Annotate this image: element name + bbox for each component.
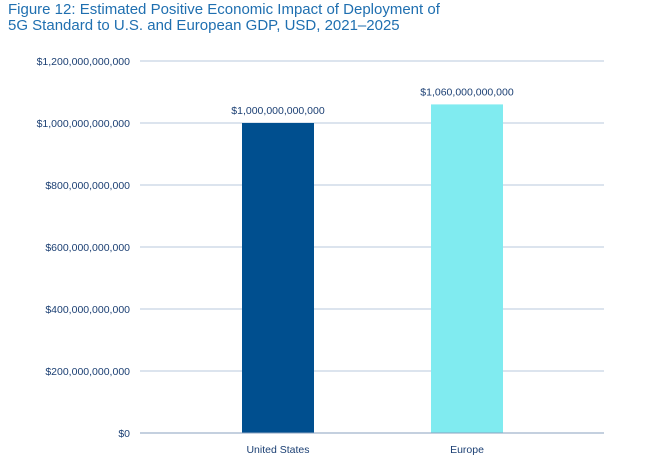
y-axis-tick-labels: $0 $200,000,000,000 $400,000,000,000 $600,0… [37, 56, 131, 440]
x-axis-category-labels: United States Europe [246, 444, 484, 456]
gridlines [140, 60, 604, 372]
y-tick-label: $1,000,000,000,000 [37, 118, 131, 130]
bar [242, 123, 314, 433]
chart-title-line-2: 5G Standard to U.S. and European GDP, US… [8, 17, 400, 34]
chart-title: Figure 12: Estimated Positive Economic I… [8, 2, 628, 34]
y-tick-label: $200,000,000,000 [45, 366, 130, 378]
data-label: $1,000,000,000,000 [231, 105, 325, 117]
bar [431, 104, 503, 434]
x-category-label: United States [246, 444, 309, 456]
chart-title-line-1: Figure 12: Estimated Positive Economic I… [8, 1, 440, 18]
bars [242, 104, 503, 434]
x-category-label: Europe [450, 444, 484, 456]
y-tick-label: $1,200,000,000,000 [37, 56, 131, 68]
data-labels: $1,000,000,000,000 $1,060,000,000,000 [231, 86, 514, 117]
y-tick-label: $800,000,000,000 [45, 180, 130, 192]
y-tick-label: $400,000,000,000 [45, 304, 130, 316]
y-tick-label: $0 [118, 428, 130, 440]
y-tick-label: $600,000,000,000 [45, 242, 130, 254]
data-label: $1,060,000,000,000 [420, 86, 514, 98]
